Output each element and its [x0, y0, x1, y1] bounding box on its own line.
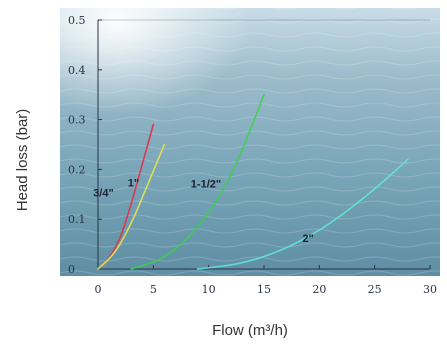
series-label: 2" — [302, 233, 313, 245]
x-tick-label: 20 — [312, 283, 326, 296]
y-tick-label: 0.3 — [68, 114, 86, 127]
series-label: 3/4" — [93, 187, 114, 199]
y-tick-label: 0.2 — [68, 163, 86, 176]
y-axis-title: Head loss (bar) — [14, 109, 31, 212]
series-line — [130, 93, 265, 270]
x-tick-label: 30 — [423, 283, 437, 296]
y-tick-label: 0.5 — [68, 14, 86, 27]
series-labels: 3/4" 1" 1-1/2" 2" — [93, 177, 314, 245]
series-lines — [97, 93, 409, 270]
plot-background — [60, 8, 440, 276]
y-axis-ticks: 0 0.1 0.2 0.3 0.4 0.5 — [68, 14, 102, 276]
series-label: 1" — [128, 177, 139, 189]
x-tick-label: 10 — [202, 283, 216, 296]
series-line — [97, 143, 166, 270]
x-tick-label: 25 — [368, 283, 382, 296]
x-tick-label: 15 — [257, 283, 271, 296]
x-axis-ticks: 0 5 10 15 20 25 30 — [95, 265, 437, 296]
y-tick-label: 0.1 — [68, 213, 86, 226]
series-line — [196, 158, 409, 270]
x-tick-label: 5 — [150, 283, 157, 296]
x-tick-label: 0 — [95, 283, 102, 296]
x-axis-title: Flow (m³/h) — [212, 322, 288, 339]
y-tick-label: 0 — [68, 263, 75, 276]
series-label: 1-1/2" — [191, 178, 221, 190]
y-tick-label: 0.4 — [68, 64, 86, 77]
